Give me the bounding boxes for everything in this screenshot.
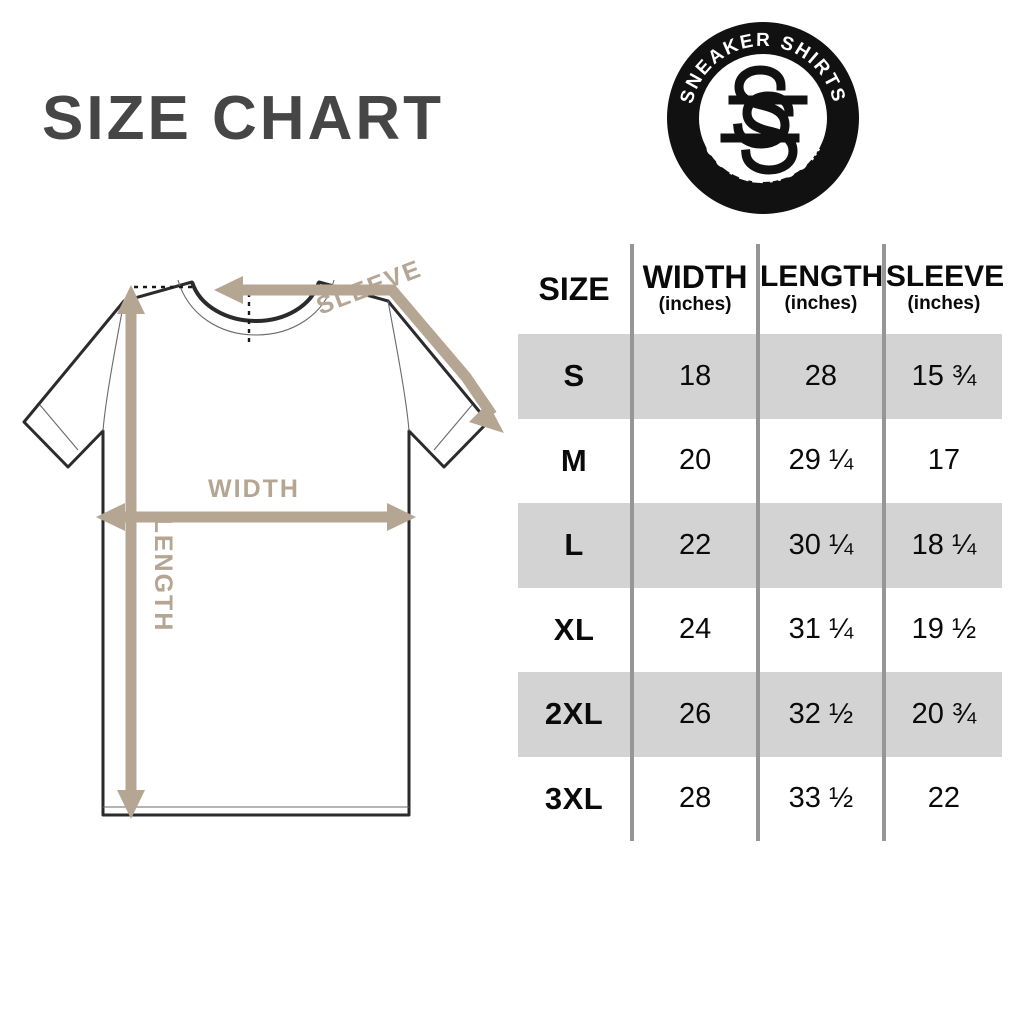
tshirt-collar bbox=[190, 281, 321, 324]
header-width-sub: (inches) bbox=[658, 294, 732, 316]
cell-width: 28 bbox=[634, 756, 760, 841]
width-dimension-arrow bbox=[96, 503, 416, 531]
cell-width: 24 bbox=[634, 587, 760, 672]
table-row: L 22 30 ¼ 18 ¼ bbox=[518, 503, 1002, 588]
tshirt-measurement-diagram: SLEEVE WIDTH LENGTH bbox=[0, 255, 512, 835]
size-table-body: S 18 28 15 ¾ M 20 29 ¼ 17 L 22 30 ¼ 18 ¼ XL 24 31 ¼ 19 … bbox=[518, 334, 1002, 841]
header-cell-width: WIDTH (inches) bbox=[634, 244, 760, 334]
brand-logo: SNEAKER SHIRTS OUTLET.COM bbox=[663, 18, 863, 218]
logo-monogram bbox=[720, 65, 808, 175]
cell-sleeve: 18 ¼ bbox=[885, 503, 1002, 588]
header-length-main: LENGTH bbox=[759, 259, 884, 293]
cell-sleeve: 17 bbox=[885, 418, 1002, 503]
cell-size: M bbox=[518, 418, 635, 503]
header-width-main: WIDTH bbox=[642, 258, 748, 295]
size-table-header: SIZE WIDTH (inches) LENGTH (inches) SLEE… bbox=[518, 244, 1005, 334]
cell-sleeve: 19 ½ bbox=[885, 587, 1002, 672]
cell-length: 31 ¼ bbox=[759, 587, 886, 672]
table-header-row: SIZE WIDTH (inches) LENGTH (inches) SLEE… bbox=[518, 244, 1005, 334]
cell-sleeve: 22 bbox=[885, 756, 1002, 841]
header-sleeve-main: SLEEVE bbox=[885, 259, 1005, 293]
cell-width: 20 bbox=[634, 418, 760, 503]
cell-sleeve: 20 ¾ bbox=[885, 672, 1002, 757]
cell-length: 32 ½ bbox=[759, 672, 886, 757]
width-label: WIDTH bbox=[208, 475, 300, 503]
cell-size: S bbox=[518, 334, 635, 419]
cell-sleeve: 15 ¾ bbox=[885, 334, 1002, 419]
header-size-main: SIZE bbox=[538, 270, 610, 307]
cell-length: 30 ¼ bbox=[759, 503, 886, 588]
tshirt-collar-inner bbox=[177, 279, 335, 336]
tshirt-seam-lines bbox=[39, 300, 473, 808]
header-sleeve-sub: (inches) bbox=[907, 293, 981, 315]
size-table-container: SIZE WIDTH (inches) LENGTH (inches) SLEE… bbox=[518, 244, 1005, 841]
header-cell-size: SIZE bbox=[518, 244, 635, 334]
tshirt-outline bbox=[22, 280, 490, 817]
cell-size: L bbox=[518, 503, 635, 588]
cell-size: 2XL bbox=[518, 672, 635, 757]
header-cell-sleeve: SLEEVE (inches) bbox=[885, 244, 1005, 334]
cell-length: 28 bbox=[759, 334, 886, 419]
cell-width: 22 bbox=[634, 503, 760, 588]
cell-size: 3XL bbox=[518, 756, 635, 841]
header-cell-length: LENGTH (inches) bbox=[759, 244, 886, 334]
page-title: SIZE CHART bbox=[42, 84, 444, 153]
sleeve-dimension-arrow bbox=[214, 276, 504, 433]
table-row: XL 24 31 ¼ 19 ½ bbox=[518, 587, 1002, 672]
table-row: 2XL 26 32 ½ 20 ¾ bbox=[518, 672, 1002, 757]
cell-length: 29 ¼ bbox=[759, 418, 886, 503]
table-row: 3XL 28 33 ½ 22 bbox=[518, 756, 1002, 841]
cell-size: XL bbox=[518, 587, 635, 672]
size-table: SIZE WIDTH (inches) LENGTH (inches) SLEE… bbox=[518, 244, 1005, 841]
cell-width: 18 bbox=[634, 334, 760, 419]
cell-length: 33 ½ bbox=[759, 756, 886, 841]
table-row: M 20 29 ¼ 17 bbox=[518, 418, 1002, 503]
length-label: LENGTH bbox=[149, 518, 177, 633]
header-length-sub: (inches) bbox=[784, 293, 858, 315]
table-row: S 18 28 15 ¾ bbox=[518, 334, 1002, 419]
cell-width: 26 bbox=[634, 672, 760, 757]
length-dimension-arrow bbox=[117, 285, 196, 819]
